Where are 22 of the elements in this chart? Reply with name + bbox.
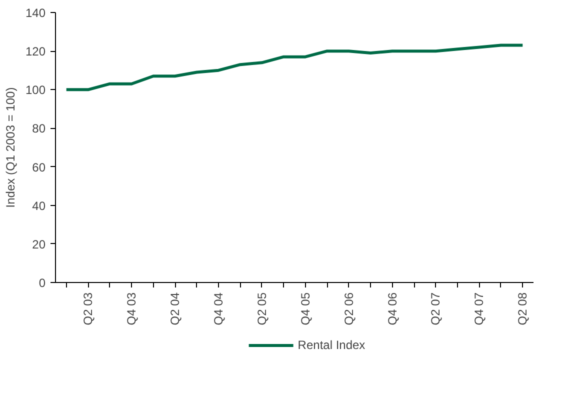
- x-tick-label: Q2 04: [168, 292, 182, 326]
- y-tick-label: 20: [32, 237, 46, 252]
- y-tick-label: 100: [25, 83, 46, 98]
- y-axis-title: Index (Q1 2003 = 100): [3, 87, 18, 208]
- line-series: [64, 44, 524, 92]
- legend-label: Rental Index: [298, 338, 366, 352]
- x-tick-label: Q4 07: [472, 292, 486, 326]
- x-tick-label: Q4 03: [124, 292, 139, 326]
- y-tick-label: 140: [25, 6, 46, 20]
- x-tick-label: Q2 07: [428, 292, 443, 326]
- x-tick-label: Q4 06: [385, 292, 400, 326]
- x-tick-label: Q2 03: [81, 292, 96, 326]
- y-tick-label: 0: [38, 276, 46, 290]
- x-tick-label: Q4 04: [211, 292, 226, 326]
- x-tick-label: Q2 08: [516, 292, 530, 326]
- y-tick-label: 80: [32, 122, 46, 136]
- x-tick-label: Q4 05: [298, 292, 312, 326]
- y-tick-label: 60: [32, 160, 46, 174]
- y-tick-label: 120: [25, 44, 46, 59]
- x-tick-label: Q2 06: [342, 292, 356, 326]
- x-tick-label: Q2 05: [254, 292, 269, 326]
- y-tick-label: 40: [32, 198, 46, 213]
